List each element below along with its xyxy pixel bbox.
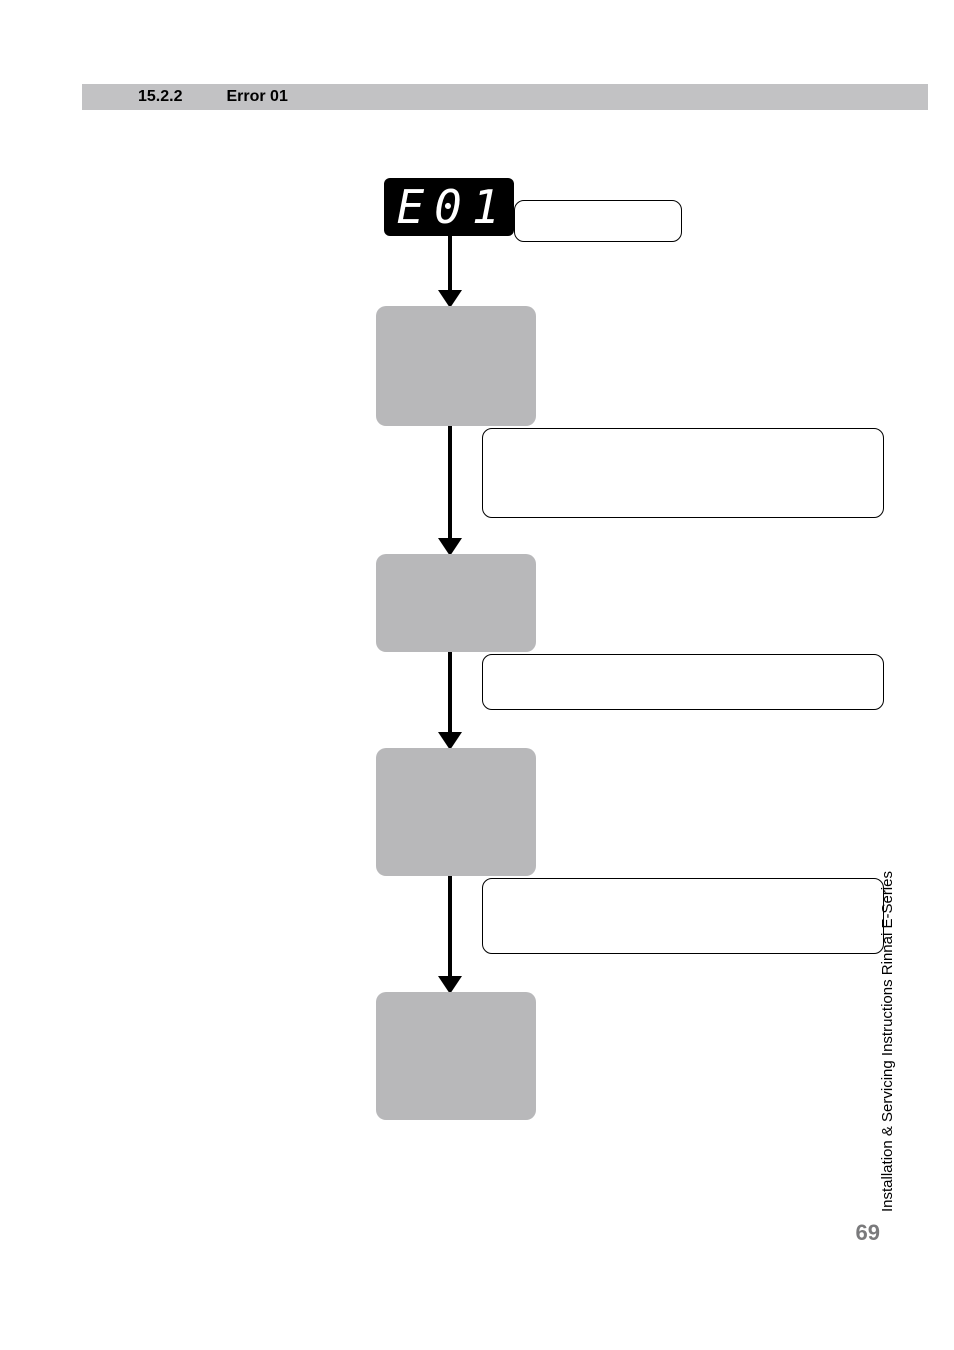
section-title: Error 01 xyxy=(226,88,287,106)
section-header-bar: 15.2.2 Error 01 xyxy=(82,84,928,110)
seg-1: 1 xyxy=(472,180,502,234)
seg-0: 0 xyxy=(434,180,464,234)
annotation-box-0 xyxy=(514,200,682,242)
flow-step-2 xyxy=(376,554,536,652)
flow-edge xyxy=(448,236,452,290)
seg-E: E xyxy=(396,180,426,234)
flow-step-4 xyxy=(376,992,536,1120)
error-code-display: E 0 1 xyxy=(384,178,514,236)
flow-edge xyxy=(448,652,452,732)
annotation-box-1 xyxy=(482,428,884,518)
footer-side-text: Installation & Servicing Instructions Ri… xyxy=(879,871,896,1212)
section-number: 15.2.2 xyxy=(138,88,182,106)
flow-step-3 xyxy=(376,748,536,876)
flow-edge xyxy=(448,876,452,976)
annotation-box-3 xyxy=(482,878,884,954)
flow-step-1 xyxy=(376,306,536,426)
flow-edge xyxy=(448,426,452,538)
page: 15.2.2 Error 01 E 0 1 xyxy=(0,0,954,1350)
page-number: 69 xyxy=(856,1220,880,1246)
annotation-box-2 xyxy=(482,654,884,710)
